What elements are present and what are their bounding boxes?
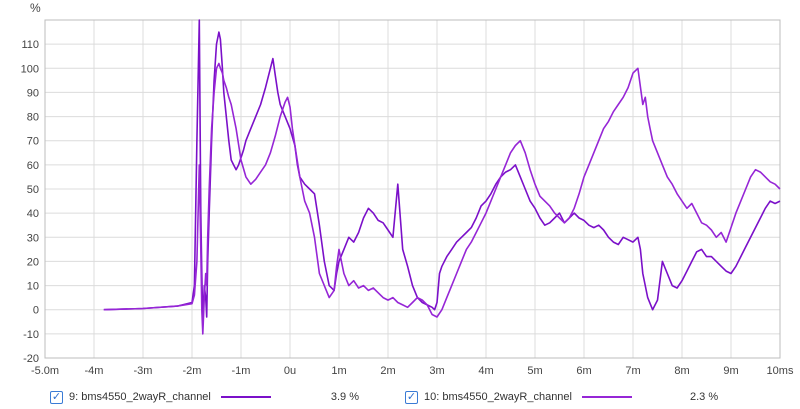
legend-entry-series-10[interactable]: ✓ 10: bms4550_2wayR_channel 2.3 % (405, 386, 718, 408)
x-tick-label: -5.0m (31, 365, 59, 377)
y-tick-label: 80 (27, 112, 39, 124)
x-tick-label: 4m (478, 365, 493, 377)
x-tick-label: 0u (284, 365, 296, 377)
x-tick-label: 10ms (767, 365, 794, 377)
axes: -5.0m -4m -3m -2m -1m 0u 1m 2m 3m 4m 5m 6m 7m 8m 9m 10m… (21, 19, 794, 377)
y-tick-label: 70 (27, 136, 39, 148)
series-lines (103, 19, 781, 335)
x-tick-label: -1m (232, 365, 251, 377)
checkbox-series-10[interactable]: ✓ (405, 390, 418, 404)
x-tick-label: 5m (527, 365, 542, 377)
legend-series-value-10: 2.3 % (690, 391, 719, 403)
y-tick-label: 30 (27, 232, 39, 244)
x-tick-label: 6m (576, 365, 591, 377)
legend-series-name-10: 10: bms4550_2wayR_channel (424, 391, 572, 403)
series-line-10 (103, 62, 781, 335)
legend-swatch-series-10 (582, 396, 632, 398)
series-line-9 (103, 19, 781, 323)
y-tick-label: 40 (27, 208, 39, 220)
y-axis-unit-label: % (30, 1, 41, 15)
legend-series-value-9: 3.9 % (330, 391, 360, 403)
y-tick-label: 100 (21, 63, 39, 75)
x-tick-label: 1m (331, 365, 346, 377)
y-tick-label: 20 (27, 256, 39, 268)
x-tick-label: 8m (674, 365, 689, 377)
y-tick-label: -20 (23, 353, 39, 365)
legend-swatch-series-9 (220, 396, 271, 398)
legend-series-name-9: 9: bms4550_2wayR_channel (69, 391, 211, 403)
grid-lines (44, 20, 781, 359)
x-tick-label: -2m (183, 365, 202, 377)
x-tick-label: 7m (625, 365, 640, 377)
y-tick-label: 110 (21, 39, 39, 51)
x-tick-label: 9m (723, 365, 738, 377)
y-tick-label: 60 (27, 160, 39, 172)
y-tick-label: 0 (33, 305, 39, 317)
y-tick-label: 90 (27, 87, 39, 99)
y-tick-label: 50 (27, 184, 39, 196)
legend-entry-series-9[interactable]: ✓ 9: bms4550_2wayR_channel 3.9 % (50, 386, 359, 408)
x-tick-label: -3m (134, 365, 153, 377)
x-tick-label: -4m (85, 365, 104, 377)
y-tick-label: -10 (23, 329, 39, 341)
x-tick-label: 2m (380, 365, 395, 377)
y-tick-label: 10 (27, 281, 39, 293)
checkbox-series-9[interactable]: ✓ (50, 390, 63, 404)
x-tick-label: 3m (429, 365, 444, 377)
